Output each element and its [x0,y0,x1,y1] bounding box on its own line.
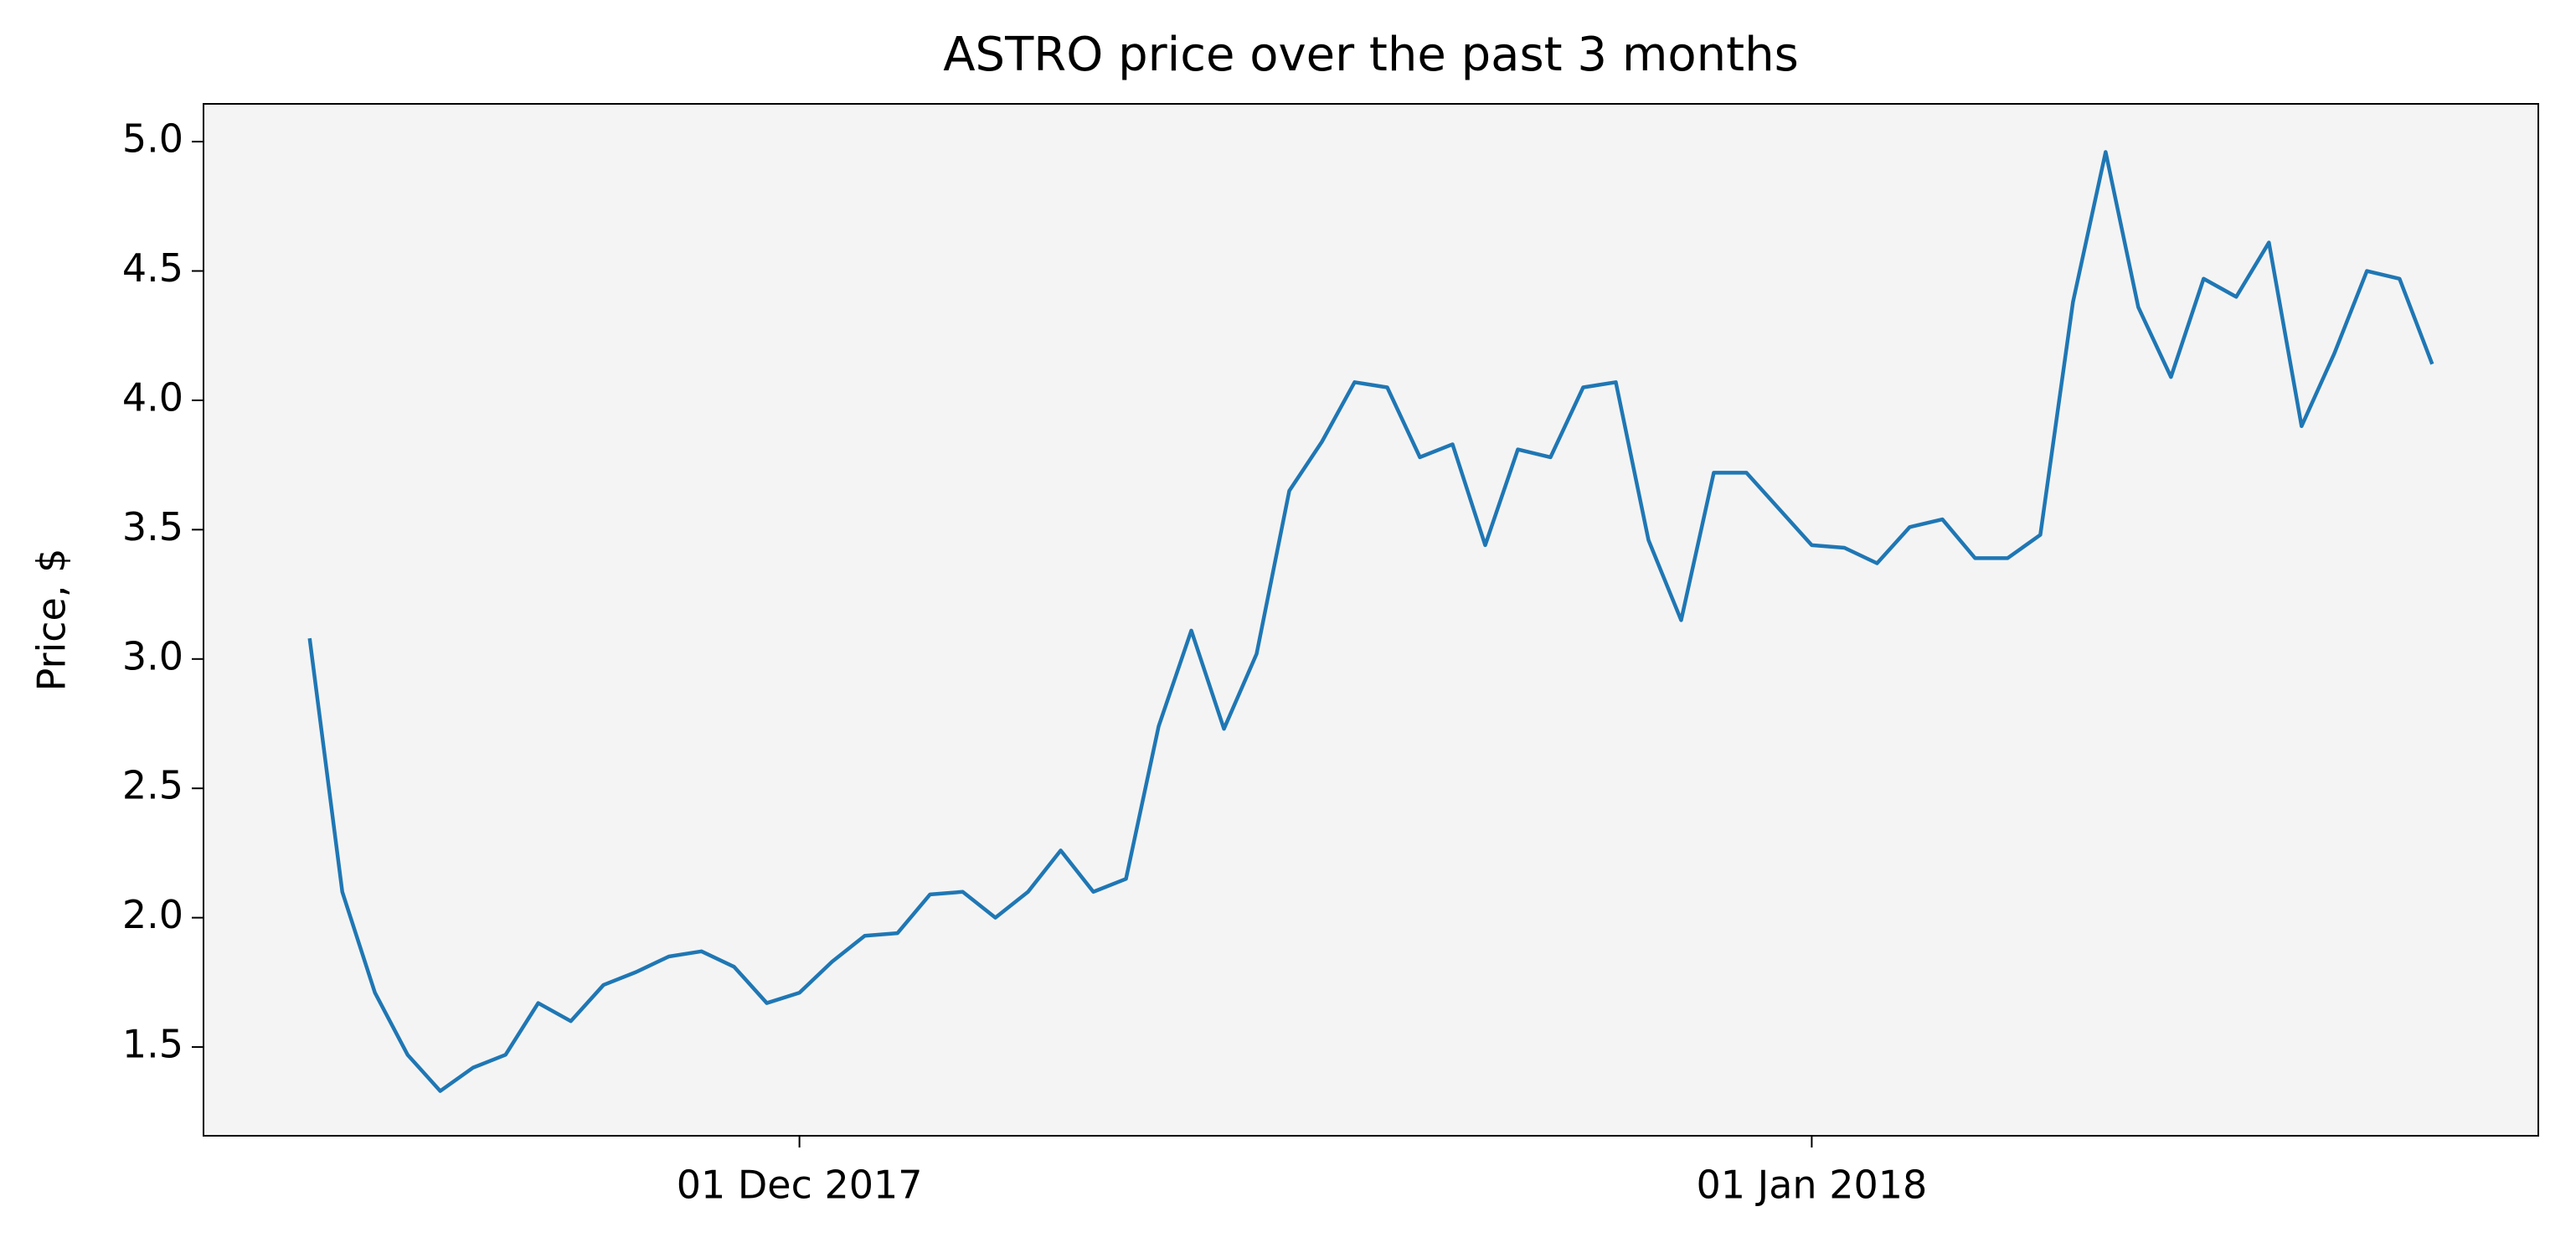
y-tick-label: 4.0 [122,374,183,420]
y-axis-label: Price, $ [29,549,75,692]
x-tick-label: 01 Jan 2018 [1697,1163,1928,1208]
price-line [307,150,2434,1093]
y-tick-label: 5.0 [122,116,183,162]
x-tick-label: 01 Dec 2017 [677,1163,923,1208]
y-tick-label: 2.0 [122,892,183,937]
y-tick-label: 2.5 [122,763,183,808]
plot-frame [203,103,2539,1137]
y-tick-label: 3.5 [122,504,183,549]
y-tick-label: 4.5 [122,245,183,291]
chart-title: ASTRO price over the past 3 months [943,28,1799,82]
y-tick-label: 1.5 [122,1022,183,1067]
plot-area [204,104,2538,1136]
y-tick-label: 3.0 [122,633,183,678]
